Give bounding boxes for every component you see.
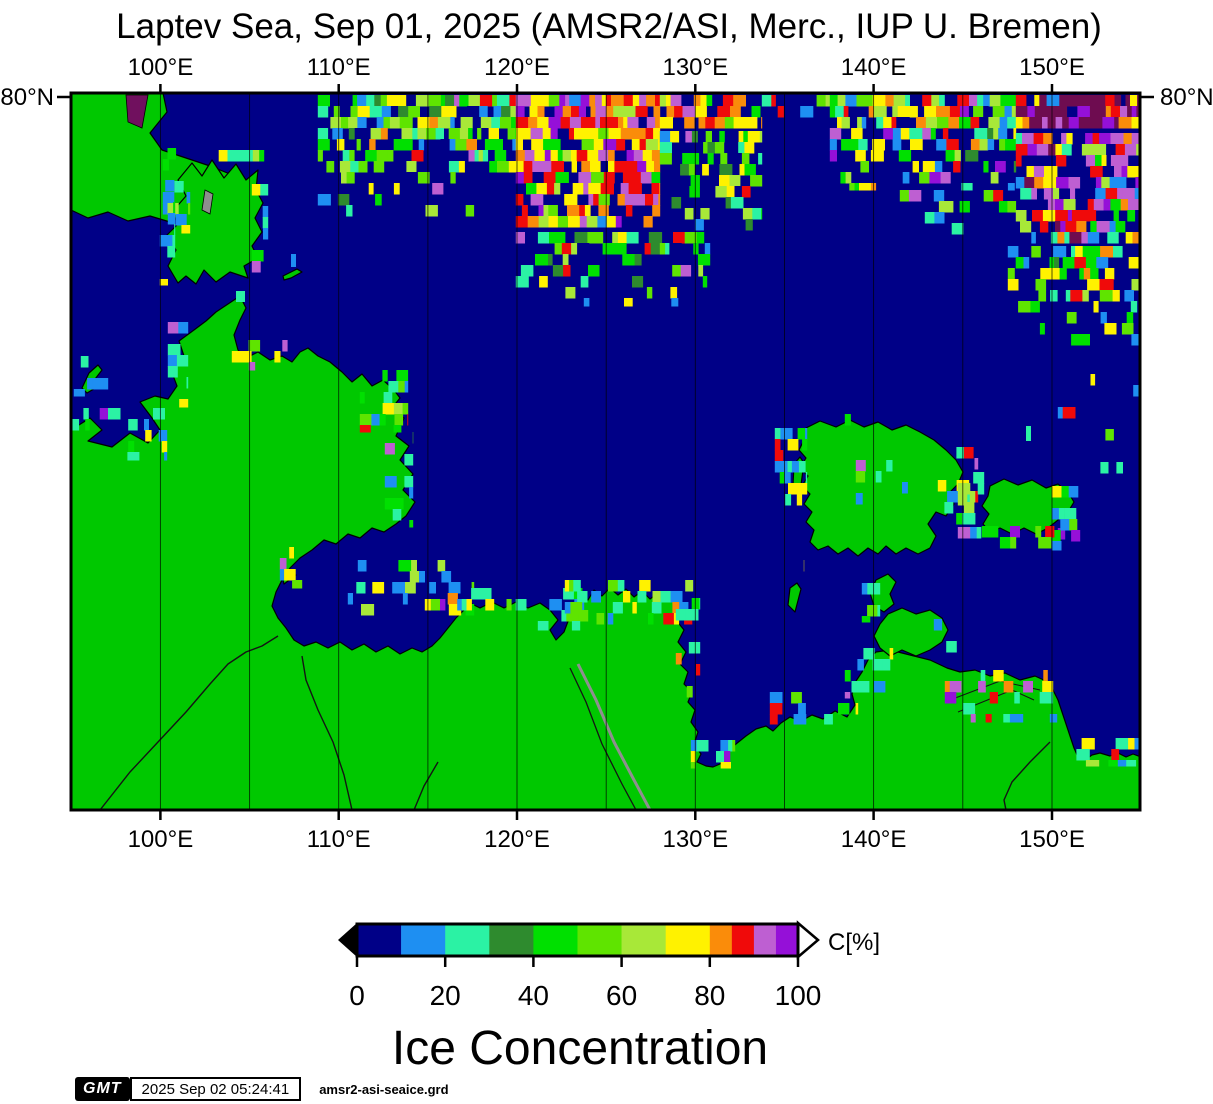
- bottom-lon-label: 110°E: [307, 826, 371, 853]
- bottom-lon-label: 100°E: [128, 826, 194, 853]
- glacier-gray-stripe: [201, 189, 214, 215]
- bottom-lon-label: 130°E: [662, 826, 728, 853]
- top-lon-label: 150°E: [1019, 54, 1085, 81]
- colorbar-tick-label: 100: [775, 980, 822, 1011]
- map-axes: 100°E 100°E 110°E 110°E 120°E 120°E 130°E 130°E…: [57, 54, 1154, 853]
- colorbar-caption: Ice Concentration: [392, 1022, 768, 1075]
- colorbar-segment: [445, 924, 490, 956]
- colorbar-segment: [775, 924, 799, 956]
- bottom-lon-label: 140°E: [841, 826, 907, 853]
- lone-ice-cell-1: [1026, 426, 1031, 441]
- gmt-logo: GMT: [75, 1077, 130, 1101]
- colorbar-right-arrow: [796, 920, 820, 960]
- colorbar-left-arrow: [338, 923, 357, 957]
- colorbar-segment: [709, 924, 733, 956]
- bottom-lon-label: 150°E: [1019, 826, 1085, 853]
- colorbar-segment: [357, 924, 402, 956]
- kotelny-island: [798, 419, 964, 557]
- grid-filename: amsr2-asi-seaice.grd: [319, 1081, 449, 1097]
- boat-islet: [282, 268, 303, 281]
- river-lena-line: [569, 667, 637, 810]
- purple-land-patch: [125, 94, 149, 129]
- colorbar-segment: [665, 924, 711, 956]
- colorbar-segment: [621, 924, 666, 956]
- colorbar-tick-label: 60: [606, 980, 637, 1011]
- colorbar: 0 20 40 60 80 100: [338, 920, 822, 1011]
- lat-label-left: 80°N: [0, 84, 54, 111]
- bottom-lon-label: 120°E: [484, 826, 550, 853]
- top-lon-label: 140°E: [841, 54, 907, 81]
- colorbar-border: [355, 922, 800, 958]
- stolbovoy-island: [787, 582, 802, 613]
- figure-title: Laptev Sea, Sep 01, 2025 (AMSR2/ASI, Mer…: [116, 7, 1102, 46]
- ice-concentration-cells: [71, 95, 1140, 769]
- top-lon-label: 120°E: [484, 54, 550, 81]
- map-frame: [69, 91, 1142, 812]
- lone-ice-cell-2: [291, 254, 296, 267]
- colorbar-unit-label: C[%]: [828, 929, 880, 956]
- lat-label-right: 80°N: [1160, 84, 1213, 111]
- map-canvas: [71, 93, 1140, 810]
- lone-ice-cell-3: [236, 291, 245, 302]
- river-anabar: [413, 761, 439, 810]
- colorbar-tick-label: 0: [349, 980, 365, 1011]
- colorbar-segment: [753, 924, 777, 956]
- colorbar-segment: [401, 924, 446, 956]
- river-yana: [1003, 741, 1051, 810]
- top-lon-label: 110°E: [307, 54, 371, 81]
- bolshoy-lyakhovsky-island: [873, 607, 949, 657]
- colorbar-segment: [533, 924, 578, 956]
- timestamp: 2025 Sep 02 05:24:41: [129, 1077, 302, 1101]
- colorbar-segment: [489, 924, 534, 956]
- colorbar-tick-label: 80: [694, 980, 725, 1011]
- longitude-gridlines: [159, 93, 1053, 810]
- river-khatanga: [99, 635, 279, 810]
- river-lena-channel: [576, 663, 652, 810]
- colorbar-tick-label: 20: [430, 980, 461, 1011]
- colorbar-segment: [577, 924, 622, 956]
- footer: GMT 2025 Sep 02 05:24:41 amsr2-asi-seaic…: [75, 1077, 449, 1101]
- top-lon-label: 130°E: [662, 54, 728, 81]
- river-upper-taymyr: [301, 655, 353, 810]
- top-lon-label: 100°E: [128, 54, 194, 81]
- colorbar-tick-label: 40: [518, 980, 549, 1011]
- colorbar-segment: [731, 924, 755, 956]
